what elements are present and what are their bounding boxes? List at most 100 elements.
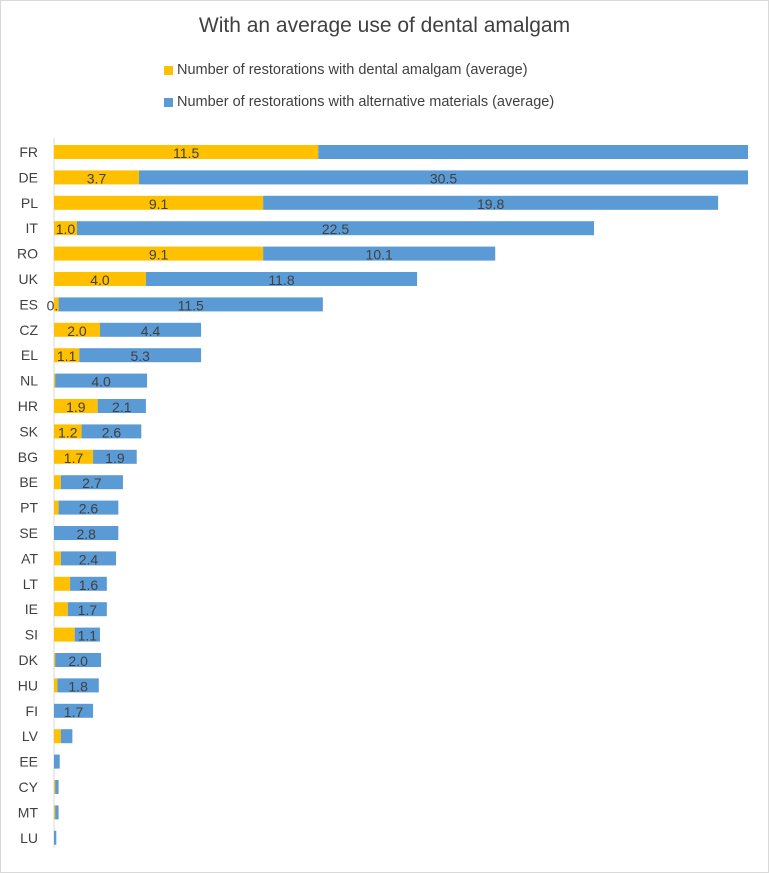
data-label-alternative-es: 11.5 <box>178 297 204 313</box>
data-label-alternative-se: 2.8 <box>76 526 96 542</box>
bar-amalgam-nl <box>54 373 56 388</box>
data-label-alternative-nl: 4.0 <box>91 374 111 390</box>
bar-alternative-hr <box>97 399 146 413</box>
data-label-alternative-hr: 2.1 <box>112 399 132 415</box>
category-label-lt: LT <box>23 576 39 592</box>
bar-amalgam-de <box>54 170 140 185</box>
category-label-uk: UK <box>19 271 39 287</box>
data-label-alternative-lt: 1.6 <box>79 577 99 593</box>
bar-alternative-dk <box>55 653 102 667</box>
category-label-lv: LV <box>22 728 39 744</box>
category-label-dk: DK <box>19 652 39 668</box>
category-label-it: IT <box>26 220 39 236</box>
data-label-amalgam-pl: 9.1 <box>149 196 169 212</box>
data-label-alternative-cz: 4.4 <box>141 323 161 339</box>
bar-amalgam-es <box>54 297 59 312</box>
legend-label-amalgam: Number of restorations with dental amalg… <box>177 62 528 78</box>
bar-amalgam-pt <box>54 500 59 515</box>
category-label-el: EL <box>21 347 38 363</box>
data-label-alternative-ie: 1.7 <box>78 602 98 618</box>
bar-alternative-cy <box>55 780 59 794</box>
bar-amalgam-bg <box>54 449 94 464</box>
bar-alternative-cz <box>99 322 202 337</box>
bar-amalgam-it <box>54 221 77 236</box>
bar-alternative-lu <box>54 830 57 845</box>
category-label-fi: FI <box>26 703 38 719</box>
bar-alternative-fi <box>54 703 94 718</box>
category-label-nl: NL <box>20 373 38 389</box>
bar-alternative-mt <box>55 805 59 820</box>
data-label-amalgam-uk: 4.0 <box>90 272 110 288</box>
bar-amalgam-cy <box>54 780 56 794</box>
bar-alternative-at <box>60 551 117 566</box>
data-label-alternative-dk: 2.0 <box>68 653 88 669</box>
category-label-pt: PT <box>20 500 38 516</box>
legend-swatch-amalgam <box>164 65 173 75</box>
data-label-alternative-pl: 19.8 <box>477 196 504 212</box>
category-label-at: AT <box>21 550 38 566</box>
bar-alternative-uk <box>145 272 418 286</box>
category-label-ee: EE <box>19 754 38 770</box>
bar-amalgam-be <box>54 475 61 490</box>
bar-alternative-ee <box>54 754 60 769</box>
data-label-alternative-at: 2.4 <box>79 551 99 567</box>
bar-amalgam-dk <box>54 653 56 667</box>
category-label-mt: MT <box>18 804 39 820</box>
category-label-de: DE <box>19 169 38 185</box>
category-label-pl: PL <box>21 195 38 211</box>
category-label-sk: SK <box>19 423 38 439</box>
data-label-alternative-bg: 1.9 <box>105 450 125 466</box>
category-label-be: BE <box>19 474 38 490</box>
bar-amalgam-hu <box>54 678 58 693</box>
legend-label-alternative: Number of restorations with alternative … <box>177 94 555 110</box>
data-label-alternative-ro: 10.1 <box>366 247 393 263</box>
data-label-alternative-pt: 2.6 <box>79 501 99 517</box>
bar-amalgam-lt <box>54 576 71 591</box>
data-label-alternative-be: 2.7 <box>82 475 102 491</box>
legend-swatch-alternative <box>164 97 173 107</box>
chart-title: With an average use of dental amalgam <box>198 14 571 37</box>
category-label-fr: FR <box>19 144 38 160</box>
bar-alternative-de <box>139 170 748 185</box>
bar-amalgam-lv <box>54 729 61 744</box>
data-label-alternative-uk: 11.8 <box>268 272 294 288</box>
bar-alternative-bg <box>93 449 137 464</box>
bar-alternative-el <box>79 348 202 363</box>
data-label-amalgam-bg: 1.7 <box>64 450 84 466</box>
data-label-alternative-si: 1.1 <box>78 628 98 644</box>
legend-item-amalgam: Number of restorations with dental amalg… <box>164 62 528 78</box>
bar-amalgam-el <box>54 348 80 363</box>
category-label-se: SE <box>19 525 38 541</box>
data-label-amalgam-hr: 1.9 <box>66 399 86 415</box>
data-label-amalgam-ro: 9.1 <box>149 247 169 263</box>
data-label-amalgam-cz: 2.0 <box>67 323 87 339</box>
bar-amalgam-cz <box>54 322 100 337</box>
data-label-amalgam-fr: 11.5 <box>173 145 199 161</box>
category-label-cy: CY <box>19 779 39 795</box>
legend-item-alternative: Number of restorations with alternative … <box>164 94 554 110</box>
data-label-alternative-de: 30.5 <box>430 170 457 186</box>
bar-alternative-se <box>54 526 119 540</box>
bar-alternative-pt <box>58 500 119 515</box>
bar-alternative-es <box>58 297 323 312</box>
bar-amalgam-fr <box>54 145 319 159</box>
data-label-alternative-fi: 1.7 <box>64 704 84 720</box>
category-label-ie: IE <box>25 601 38 617</box>
bar-amalgam-mt <box>54 805 56 820</box>
data-label-amalgam-it: 1.0 <box>56 221 76 237</box>
bar-alternative-ro <box>263 246 496 261</box>
bar-amalgam-uk <box>54 272 146 286</box>
bar-alternative-lt <box>70 576 107 591</box>
bar-alternative-it <box>76 221 595 236</box>
bar-amalgam-ro <box>54 246 264 261</box>
bar-amalgam-sk <box>54 424 82 439</box>
category-label-hr: HR <box>18 398 38 414</box>
bar-amalgam-at <box>54 551 61 566</box>
category-label-ro: RO <box>17 246 38 262</box>
data-label-alternative-it: 22.5 <box>322 221 349 237</box>
data-label-alternative-sk: 2.6 <box>102 424 122 440</box>
category-label-bg: BG <box>18 449 38 465</box>
bar-alternative-hu <box>57 678 99 693</box>
category-label-cz: CZ <box>19 322 38 338</box>
